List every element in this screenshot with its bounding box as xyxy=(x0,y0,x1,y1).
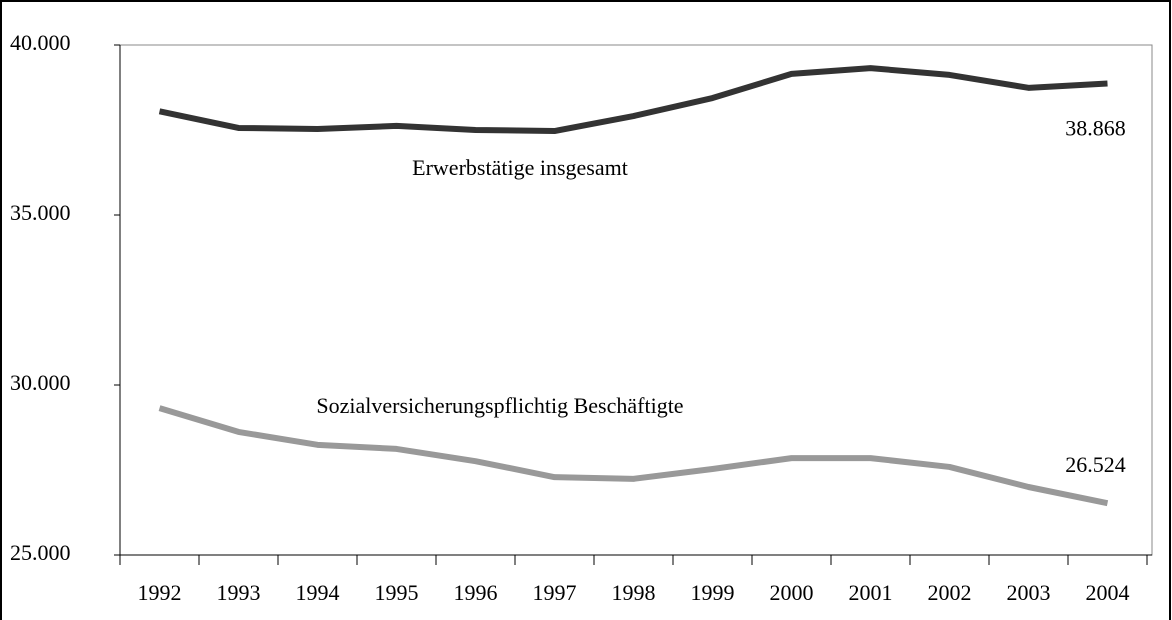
series-name: Sozialversicherungspflichtig Beschäftigt… xyxy=(316,393,683,418)
x-tick-label: 2003 xyxy=(1007,580,1051,605)
series-line xyxy=(158,405,1109,507)
x-tick-label: 1992 xyxy=(138,580,182,605)
y-tick-label: 30.000 xyxy=(10,370,71,395)
x-tick-label: 1997 xyxy=(533,580,577,605)
x-tick-label: 1996 xyxy=(454,580,498,605)
x-tick-label: 2001 xyxy=(849,580,893,605)
series-name: Erwerbstätige insgesamt xyxy=(412,155,628,180)
x-tick-label: 1994 xyxy=(296,580,340,605)
x-tick-label: 2000 xyxy=(770,580,814,605)
y-tick-label: 35.000 xyxy=(10,200,71,225)
x-tick-label: 1995 xyxy=(375,580,419,605)
y-tick-label: 40.000 xyxy=(10,30,71,55)
x-tick-label: 1999 xyxy=(691,580,735,605)
value-label: 38.868 xyxy=(1065,116,1126,141)
x-tick-label: 2002 xyxy=(928,580,972,605)
series-line xyxy=(158,65,1108,135)
x-tick-label: 1993 xyxy=(217,580,261,605)
value-label: 26.524 xyxy=(1065,452,1126,477)
x-tick-label: 2004 xyxy=(1086,580,1130,605)
x-tick-label: 1998 xyxy=(612,580,656,605)
y-tick-label: 25.000 xyxy=(10,540,71,565)
